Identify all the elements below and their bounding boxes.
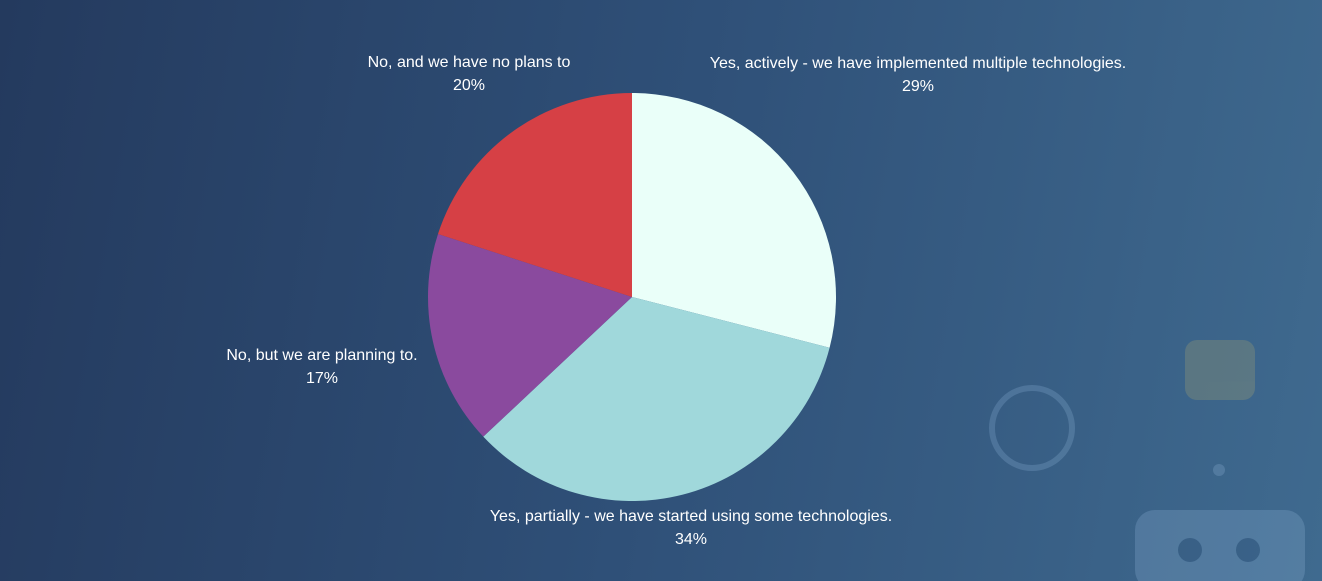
slice-label: No, but we are planning to. bbox=[226, 347, 417, 364]
pie-slice bbox=[437, 93, 632, 297]
slice-label: Yes, actively - we have implemented mult… bbox=[710, 55, 1127, 72]
pie-slice bbox=[632, 93, 836, 348]
background-decoration bbox=[989, 340, 1305, 581]
pie-slice bbox=[483, 297, 830, 501]
slice-value-label: 34% bbox=[675, 531, 707, 548]
pie-slice bbox=[428, 233, 632, 437]
slice-value-label: 29% bbox=[902, 78, 934, 95]
slice-label: Yes, partially - we have started using s… bbox=[490, 508, 892, 525]
slice-label: No, and we have no plans to bbox=[368, 54, 571, 71]
slice-value-label: 20% bbox=[453, 77, 485, 94]
slice-value-label: 17% bbox=[306, 370, 338, 387]
